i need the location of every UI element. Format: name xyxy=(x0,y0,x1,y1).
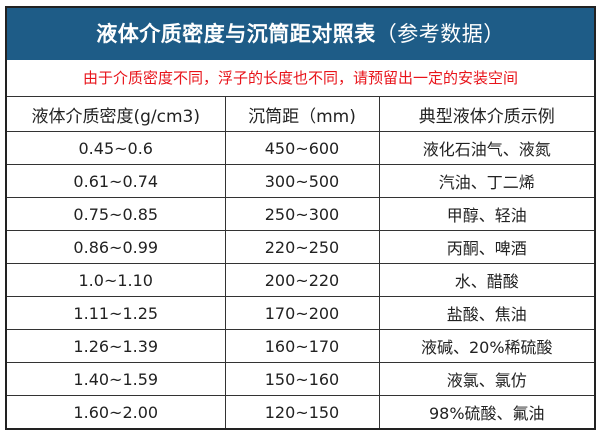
distance-cell: 220~250 xyxy=(224,230,380,264)
density-cell: 1.26~1.39 xyxy=(7,329,226,363)
column-header: 沉筒距（mm) xyxy=(224,97,380,132)
density-cell: 0.61~0.74 xyxy=(7,164,226,198)
example-cell: 汽油、丁二烯 xyxy=(378,164,594,198)
density-cell: 1.0~1.10 xyxy=(7,263,226,297)
header-row: 液体介质密度(g/cm3) 沉筒距（mm) 典型液体介质示例 xyxy=(7,97,594,132)
example-cell: 98%硫酸、氟油 xyxy=(378,395,594,428)
table-row: 0.45~0.6 450~600 液化石油气、液氮 xyxy=(7,131,594,165)
table-row: 1.26~1.39 160~170 液碱、20%稀硫酸 xyxy=(7,329,594,363)
title-main: 液体介质密度与沉筒距对照表 xyxy=(96,22,376,46)
example-cell: 液氯、氯仿 xyxy=(378,362,594,396)
table-row: 0.61~0.74 300~500 汽油、丁二烯 xyxy=(7,164,594,198)
title-suffix: （参考数据） xyxy=(375,22,505,46)
table-row: 1.40~1.59 150~160 液氯、氯仿 xyxy=(7,362,594,396)
distance-cell: 250~300 xyxy=(224,197,380,231)
table-row: 0.86~0.99 220~250 丙酮、啤酒 xyxy=(7,230,594,264)
density-table-document: 液体介质密度与沉筒距对照表（参考数据） 由于介质密度不同，浮子的长度也不同，请预… xyxy=(5,6,596,430)
example-cell: 液碱、20%稀硫酸 xyxy=(378,329,594,363)
table-row: 0.75~0.85 250~300 甲醇、轻油 xyxy=(7,197,594,231)
example-cell: 盐酸、焦油 xyxy=(378,296,594,330)
note-text: 由于介质密度不同，浮子的长度也不同，请预留出一定的安装空间 xyxy=(7,60,594,97)
distance-cell: 120~150 xyxy=(224,395,380,428)
distance-cell: 200~220 xyxy=(224,263,380,297)
density-cell: 1.40~1.59 xyxy=(7,362,226,396)
distance-cell: 300~500 xyxy=(224,164,380,198)
column-header: 典型液体介质示例 xyxy=(378,97,594,132)
table-row: 1.60~2.00 120~150 98%硫酸、氟油 xyxy=(7,395,594,428)
density-table: 液体介质密度(g/cm3) 沉筒距（mm) 典型液体介质示例 0.45~0.6 4… xyxy=(7,97,594,428)
table-row: 1.11~1.25 170~200 盐酸、焦油 xyxy=(7,296,594,330)
table-row: 1.0~1.10 200~220 水、醋酸 xyxy=(7,263,594,297)
example-cell: 水、醋酸 xyxy=(378,263,594,297)
density-cell: 0.86~0.99 xyxy=(7,230,226,264)
example-cell: 丙酮、啤酒 xyxy=(378,230,594,264)
distance-cell: 450~600 xyxy=(224,131,380,165)
example-cell: 甲醇、轻油 xyxy=(378,197,594,231)
example-cell: 液化石油气、液氮 xyxy=(378,131,594,165)
density-cell: 1.60~2.00 xyxy=(7,395,226,428)
distance-cell: 150~160 xyxy=(224,362,380,396)
table-title: 液体介质密度与沉筒距对照表（参考数据） xyxy=(7,8,594,60)
density-cell: 0.75~0.85 xyxy=(7,197,226,231)
density-cell: 0.45~0.6 xyxy=(7,131,226,165)
distance-cell: 160~170 xyxy=(224,329,380,363)
distance-cell: 170~200 xyxy=(224,296,380,330)
column-header: 液体介质密度(g/cm3) xyxy=(7,97,226,132)
density-cell: 1.11~1.25 xyxy=(7,296,226,330)
